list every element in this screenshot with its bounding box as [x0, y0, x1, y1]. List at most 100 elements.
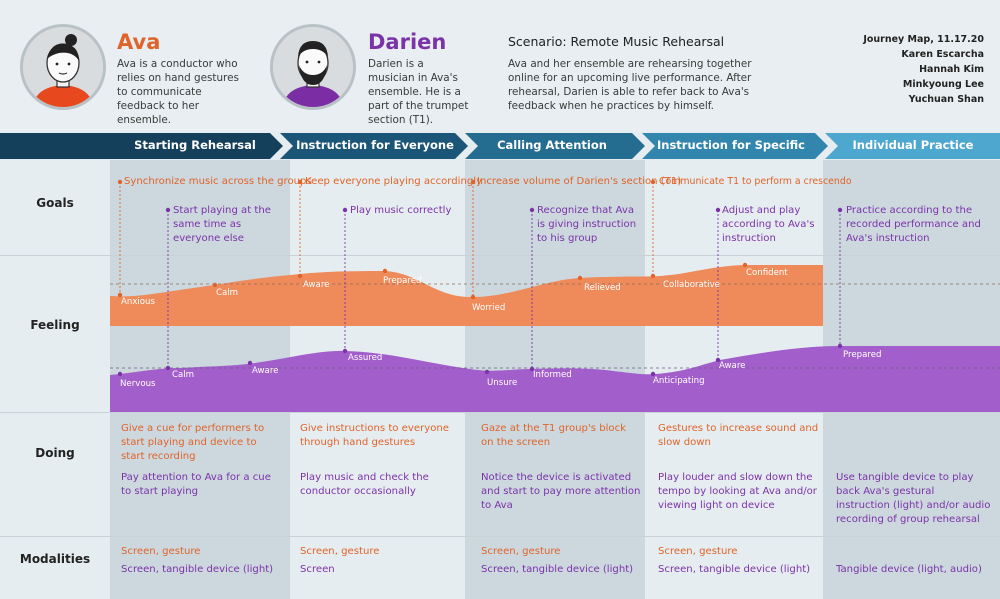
ava-goal: Communicate T1 to perform a crescendo — [659, 176, 852, 187]
ava-doing: Gaze at the T1 group's block on the scre… — [481, 423, 626, 448]
darien-goal: Start playing at the same time as everyo… — [173, 205, 271, 244]
ava-doing: Gestures to increase sound and slow down — [658, 423, 819, 448]
stage-arrow — [280, 133, 468, 159]
credits-author: Karen Escarcha — [901, 49, 984, 60]
darien-feeling-label: Prepared — [843, 350, 882, 360]
stage-arrow — [642, 133, 828, 159]
scenario-description: Ava and her ensemble are rehearsing toge… — [508, 58, 752, 112]
ava-goal: Synchronize music across the groups — [124, 176, 312, 187]
darien-portrait-icon — [273, 27, 353, 107]
credits: Journey Map, 11.17.20 Karen Escarcha Han… — [863, 32, 984, 107]
darien-feeling-label: Unsure — [487, 378, 518, 388]
darien-goal: Adjust and play according to Ava's instr… — [722, 205, 815, 244]
darien-feeling-point — [837, 343, 843, 349]
ava-doing: Give instructions to everyone through ha… — [300, 423, 449, 448]
ava-goal: Increase volume of Darien's section (T1) — [477, 176, 682, 187]
row-divider — [0, 412, 1000, 413]
ava-feeling-point — [650, 273, 656, 279]
darien-modality: Screen, tangible device (light) — [121, 564, 274, 575]
ava-goal-point — [470, 179, 476, 185]
darien-doing: Play louder and slow down the tempo by l… — [658, 472, 817, 511]
header: Ava Ava is a conductor who relies on han… — [0, 0, 1000, 131]
ava-modality: Screen, gesture — [481, 546, 561, 557]
ava-feeling-point — [742, 262, 748, 268]
ava-name: Ava — [117, 30, 161, 54]
ava-feeling-label: Prepared — [383, 276, 422, 286]
row-label-modalities: Modalities — [19, 552, 91, 566]
darien-goal: Play music correctly — [350, 205, 452, 216]
darien-modality: Screen, tangible device (light) — [658, 564, 811, 575]
ava-description: Ava is a conductor who relies on hand ge… — [117, 58, 239, 126]
row-label-feeling: Feeling — [30, 318, 80, 332]
darien-feeling-point — [117, 371, 123, 377]
ava-doing: Give a cue for performers to start playi… — [121, 423, 265, 462]
row-divider — [0, 255, 1000, 256]
darien-goal: Practice according to the recorded perfo… — [846, 205, 981, 244]
credits-date: Journey Map, 11.17.20 — [863, 34, 984, 45]
ava-goal-point — [297, 179, 303, 185]
ava-feeling-point — [382, 268, 388, 274]
darien-goal-point — [715, 207, 721, 213]
feeling-chart — [110, 179, 1000, 412]
scenario-title: Scenario: Remote Music Rehearsal — [508, 34, 725, 49]
ava-feeling-label: Collaborative — [663, 280, 720, 290]
stage-instruction-specific: Instruction for Specific Group — [656, 138, 805, 176]
darien-doing: Pay attention to Ava for a cue to start … — [121, 472, 271, 497]
darien-goal-point — [837, 207, 843, 213]
darien-feeling-label: Nervous — [120, 379, 156, 389]
ava-goal: Keep everyone playing accordingly — [305, 176, 483, 187]
darien-feeling-point — [342, 348, 348, 354]
ava-feeling-point — [117, 292, 123, 298]
darien-description: Darien is a musician in Ava's ensemble. … — [368, 58, 469, 126]
darien-feeling-label: Calm — [172, 370, 195, 380]
stage-arrow — [465, 133, 645, 159]
darien-feeling-point — [650, 371, 656, 377]
ava-goal-point — [117, 179, 123, 185]
darien-goal-point — [529, 207, 535, 213]
darien-feeling-point — [247, 360, 253, 366]
ava-goal-point — [650, 179, 656, 185]
stage-individual-practice: Individual Practice — [852, 138, 974, 152]
darien-feeling-label: Anticipating — [653, 376, 705, 386]
row-divider — [0, 536, 1000, 537]
ava-feeling-point — [212, 282, 218, 288]
darien-feeling-area — [110, 346, 1000, 412]
ava-feeling-point — [577, 275, 583, 281]
darien-feeling-point — [165, 365, 171, 371]
stage-arrow — [0, 133, 283, 159]
ava-feeling-label: Aware — [303, 280, 330, 290]
ava-portrait-icon — [23, 27, 103, 107]
ava-feeling-area — [110, 265, 823, 326]
credits-author: Hannah Kim — [919, 64, 984, 75]
stage-column — [0, 160, 110, 599]
ava-modality: Screen, gesture — [300, 546, 380, 557]
darien-goal-point — [165, 207, 171, 213]
stage-arrow — [825, 133, 1000, 159]
darien-modality: Screen, tangible device (light) — [481, 564, 634, 575]
darien-feeling-label: Assured — [348, 353, 383, 363]
ava-modality: Screen, gesture — [658, 546, 738, 557]
ava-feeling-label: Worried — [472, 303, 506, 313]
darien-goal: Recognize that Ava is giving instruction… — [537, 205, 637, 244]
darien-avatar — [270, 24, 356, 110]
darien-name: Darien — [368, 30, 447, 54]
ava-feeling-label: Anxious — [121, 297, 155, 307]
ava-feeling-label: Confident — [746, 268, 788, 278]
stage-starting-rehearsal: Starting Rehearsal — [134, 138, 256, 152]
ava-feeling-label: Calm — [216, 288, 239, 298]
credits-author: Yuchuan Shan — [908, 94, 984, 105]
darien-feeling-label: Informed — [533, 370, 572, 380]
row-label-goals: Goals — [36, 196, 74, 210]
ava-feeling-label: Relieved — [584, 283, 621, 293]
darien-doing: Use tangible device to play back Ava's g… — [836, 472, 991, 525]
darien-feeling-point — [715, 357, 721, 363]
darien-feeling-label: Aware — [719, 361, 746, 371]
ava-modality: Screen, gesture — [121, 546, 201, 557]
stage-calling-attention: Calling Attention — [497, 138, 607, 152]
ava-avatar — [20, 24, 106, 110]
stage-instruction-everyone: Instruction for Everyone — [296, 138, 454, 152]
credits-author: Minkyoung Lee — [902, 79, 984, 90]
darien-feeling-label: Aware — [252, 366, 279, 376]
darien-modality: Screen — [300, 564, 335, 575]
darien-doing: Play music and check the conductor occas… — [300, 472, 429, 497]
